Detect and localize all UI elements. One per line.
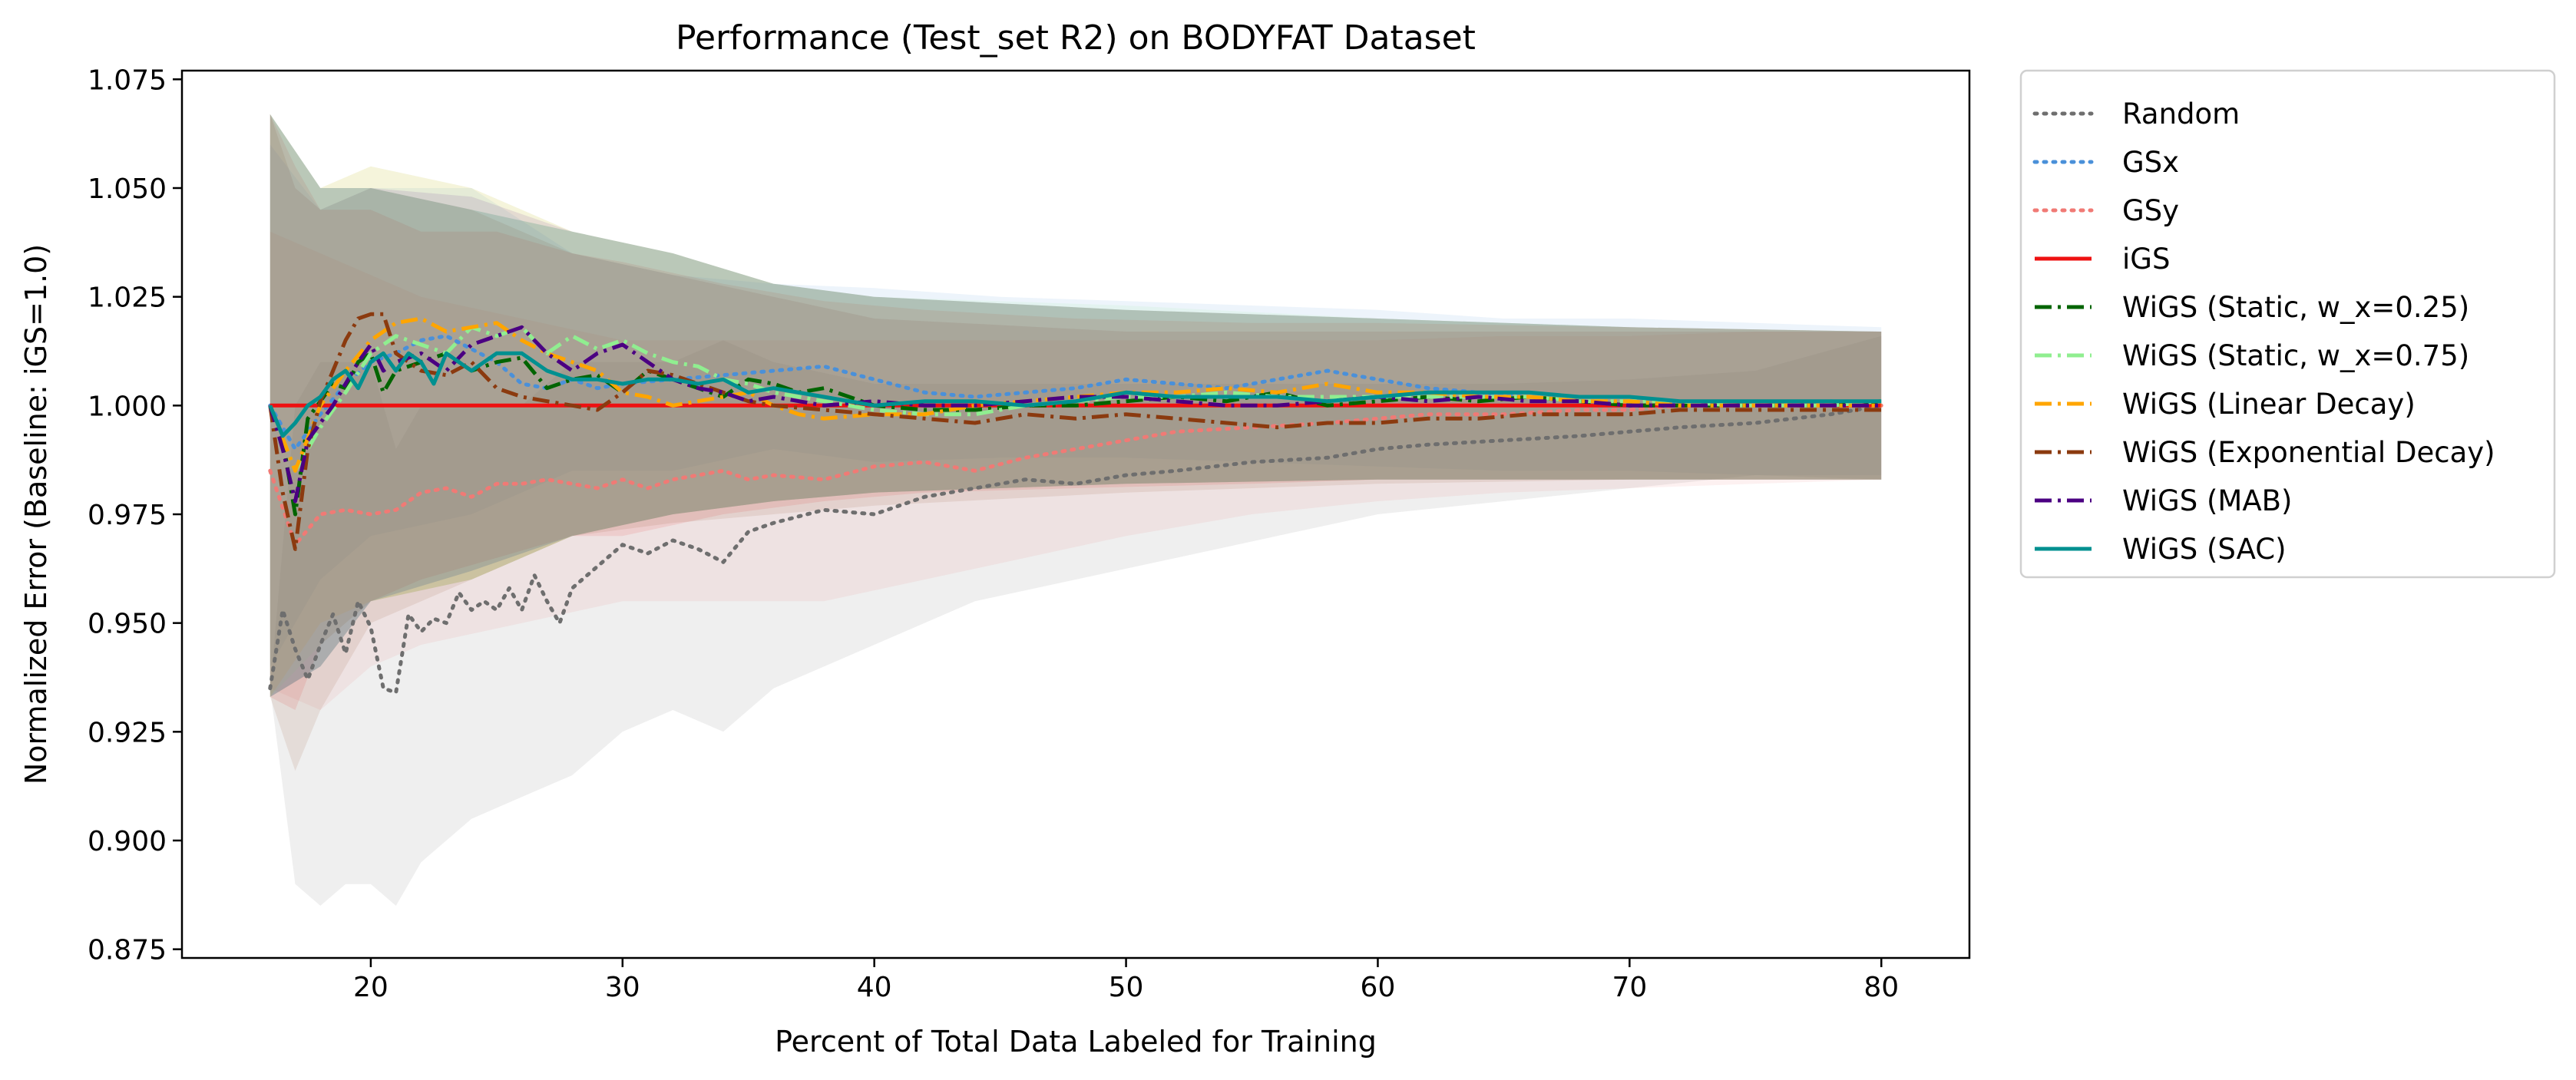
x-tick-label: 40 [857, 972, 892, 1003]
y-tick-label: 1.050 [88, 173, 167, 205]
x-tick-label: 20 [353, 972, 389, 1003]
legend-label-wigs-static-w-x-0-75: WiGS (Static, w_x=0.75) [2122, 339, 2469, 372]
y-tick-label: 0.975 [88, 500, 167, 531]
legend-label-wigs-exponential-decay: WiGS (Exponential Decay) [2122, 436, 2495, 469]
y-tick-label: 1.025 [88, 282, 167, 314]
confidence-bands [270, 114, 1882, 906]
y-tick-label: 0.925 [88, 717, 167, 748]
band-gsy [270, 231, 1882, 710]
series-lines [268, 312, 1883, 695]
y-axis-label: Normalized Error (Baseline: iGS=1.0) [19, 244, 53, 784]
band-igs [270, 114, 1882, 710]
y-tick-label: 0.950 [88, 609, 167, 640]
series-line-gsy [268, 403, 1883, 547]
legend-label-wigs-sac: WiGS (SAC) [2122, 533, 2287, 566]
y-tick-label: 1.000 [88, 391, 167, 422]
y-tick-label: 1.075 [88, 64, 167, 96]
band-wigs-exponential-decay [270, 114, 1882, 771]
series-line-wigs-mab [268, 325, 1882, 504]
legend-label-gsy: GSy [2122, 194, 2179, 227]
x-tick-label: 60 [1361, 972, 1396, 1003]
x-axis-label: Percent of Total Data Labeled for Traini… [775, 1025, 1377, 1059]
x-tick-label: 70 [1612, 972, 1647, 1003]
legend-label-gsx: GSx [2122, 146, 2179, 179]
series-line-random [268, 403, 1883, 695]
legend-label-wigs-linear-decay: WiGS (Linear Decay) [2122, 388, 2416, 421]
legend: Random GSx GSy iGS WiGS (Static, w_x=0.25) Wi… [2019, 69, 2556, 579]
x-axis: 20 30 40 50 60 70 80 [353, 958, 1899, 1003]
x-tick-label: 50 [1109, 972, 1144, 1003]
series-line-wigs-exponential-decay [268, 312, 1882, 551]
legend-label-random: Random [2122, 97, 2240, 130]
chart-title: Performance (Test_set R2) on BODYFAT Dat… [676, 18, 1476, 58]
legend-label-wigs-static-w-x-0-25: WiGS (Static, w_x=0.25) [2122, 291, 2469, 324]
y-tick-label: 0.900 [88, 826, 167, 857]
legend-label-wigs-mab: WiGS (MAB) [2122, 484, 2292, 517]
series-line-wigs-sac [268, 351, 1882, 438]
series-line-wigs-static-w-x-0-25 [268, 351, 1882, 517]
x-tick-label: 30 [605, 972, 640, 1003]
y-axis: 0.875 0.900 0.925 0.950 0.975 1.000 1.025 1.050… [88, 64, 182, 966]
legend-frame [2019, 69, 2556, 579]
x-tick-label: 80 [1863, 972, 1899, 1003]
y-tick-label: 0.875 [88, 935, 167, 966]
legend-label-igs: iGS [2122, 243, 2170, 276]
